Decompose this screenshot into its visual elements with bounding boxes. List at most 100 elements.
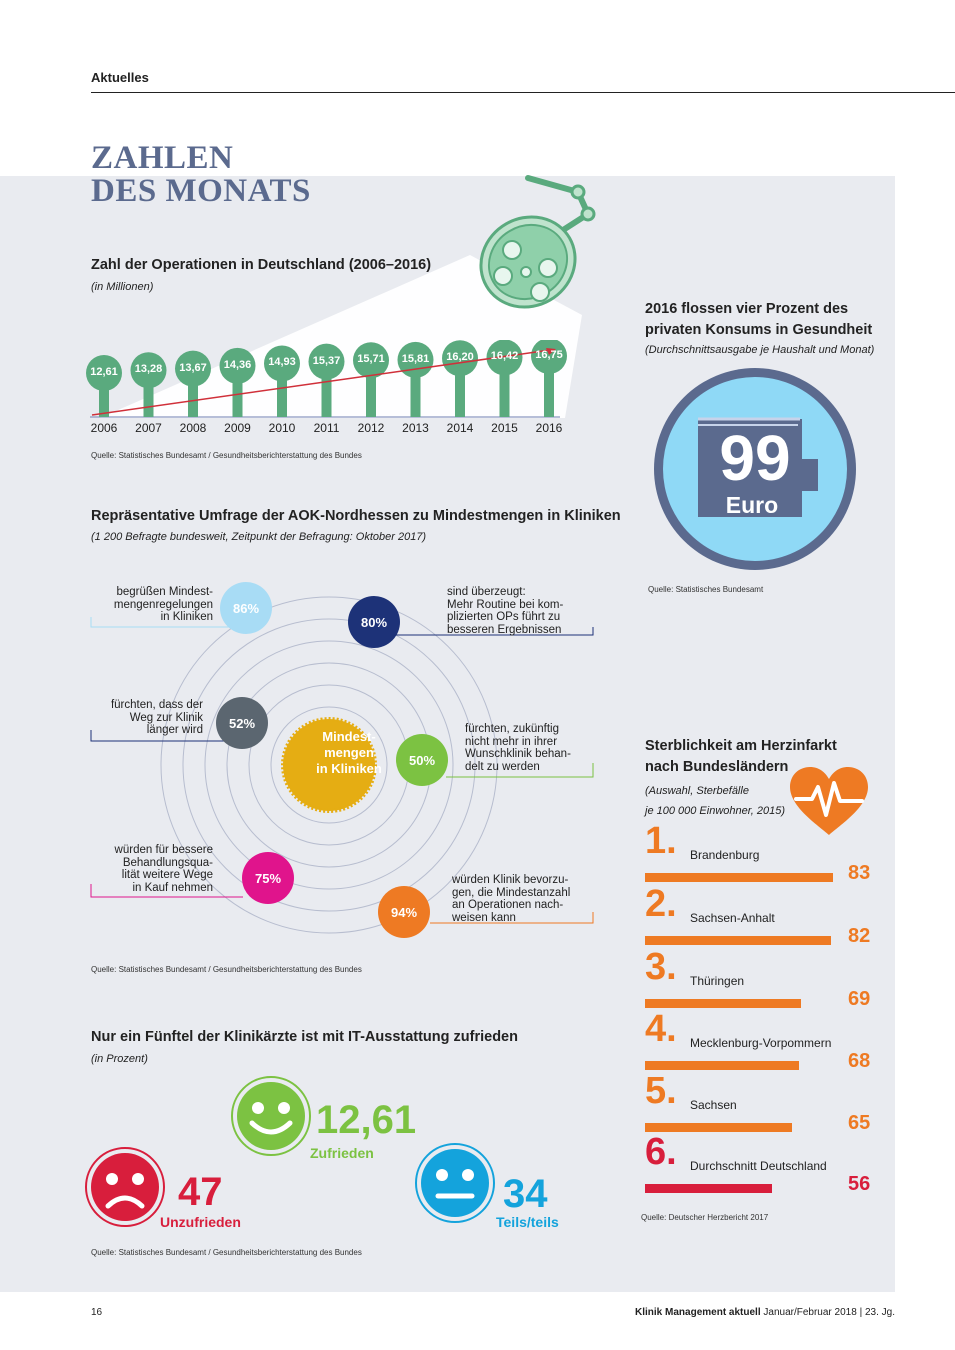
heart-value: 68 xyxy=(848,1050,871,1072)
operations-value-label: 15,71 xyxy=(357,353,385,366)
survey-pct-50: 50% xyxy=(408,753,436,768)
operations-value-label: 16,75 xyxy=(535,349,563,361)
center-label-line3: in Kliniken xyxy=(316,761,382,776)
heart-sub: (Auswahl, Sterbefälle je 100 000 Einwohn… xyxy=(645,781,785,821)
operations-year-label: 2011 xyxy=(313,421,340,435)
heart-rank-number: 1. xyxy=(645,820,677,862)
it-happy-value: 12,61 xyxy=(316,1098,417,1142)
section-label: Aktuelles xyxy=(91,70,149,85)
heart-bar xyxy=(645,873,833,882)
operations-year-label: 2007 xyxy=(135,421,162,435)
operations-bar-stem xyxy=(499,357,510,417)
survey-sub: (1 200 Befragte bundesweit, Zeitpunkt de… xyxy=(91,531,427,543)
operations-bar-stem xyxy=(544,356,554,417)
operations-bar-stem xyxy=(232,365,243,417)
operations-value-label: 13,28 xyxy=(134,363,163,376)
heart-bar xyxy=(645,999,801,1008)
operations-value-label: 16,42 xyxy=(490,350,519,363)
survey-heading: Repräsentative Umfrage der AOK-Nordhesse… xyxy=(91,508,621,524)
operations-bar-bubble xyxy=(397,341,434,378)
operations-bar-stem xyxy=(188,368,198,417)
operations-year-label: 2009 xyxy=(224,421,251,435)
operations-year-label: 2016 xyxy=(535,421,563,435)
operations-year-label: 2008 xyxy=(179,421,207,435)
heart-value: 56 xyxy=(848,1173,871,1195)
page-title-line1: ZAHLEN xyxy=(91,140,234,176)
operations-year-label: 2013 xyxy=(402,421,429,435)
heart-pulse-icon xyxy=(790,767,868,835)
operations-bar-stem xyxy=(277,363,287,417)
survey-label-86: begrüßen Mindest-mengenregelungen in Klin… xyxy=(113,586,213,623)
operations-trend-line xyxy=(91,349,551,416)
operations-heading: Zahl der Operationen in Deutschland (200… xyxy=(91,257,432,273)
footer-journal: Klinik Management aktuell xyxy=(635,1307,761,1318)
heart-heading-line2: nach Bundesländern xyxy=(645,759,789,775)
operations-value-label: 15,81 xyxy=(401,352,430,365)
heart-source: Quelle: Deutscher Herzbericht 2017 xyxy=(641,1213,769,1222)
operations-bar-bubble xyxy=(175,350,211,387)
survey-pct-86: 86% xyxy=(232,601,260,616)
footer-volume: 23. Jg. xyxy=(864,1307,895,1318)
operations-bar-bubble xyxy=(353,342,389,379)
operations-bar-bubble xyxy=(442,340,478,377)
it-neutral-label: Teils/teils xyxy=(496,1214,559,1230)
heart-value: 83 xyxy=(848,862,871,884)
operations-bar-bubble xyxy=(130,352,167,389)
operations-value-label: 13,67 xyxy=(179,361,207,374)
heart-rank-number: 3. xyxy=(645,946,677,988)
heart-bar xyxy=(645,1061,799,1070)
center-label-line1: Mindest- xyxy=(322,729,376,744)
operations-bar-bubble xyxy=(264,345,300,382)
operations-bar-bubble xyxy=(308,343,345,380)
operations-bar-bubble xyxy=(531,340,567,374)
center-badge xyxy=(281,717,377,813)
heart-heading-line1: Sterblichkeit am Herzinfarkt xyxy=(645,738,837,754)
consumption-heading-line2: privaten Konsums in Gesundheit xyxy=(645,322,873,338)
header-rule xyxy=(91,92,955,93)
survey-source: Quelle: Statistisches Bundesamt / Gesund… xyxy=(91,965,362,974)
operations-bar-stem xyxy=(143,370,154,417)
it-unit: (in Prozent) xyxy=(91,1053,148,1065)
survey-bubble-50 xyxy=(396,734,448,786)
heart-rank-number: 2. xyxy=(645,883,677,925)
it-source: Quelle: Statistisches Bundesamt / Gesund… xyxy=(91,1248,362,1257)
book-badge-illustration xyxy=(654,368,856,570)
happy-face-icon xyxy=(231,1076,311,1156)
operations-chart xyxy=(86,340,567,418)
operations-bar-stem xyxy=(455,358,465,417)
heart-rank-number: 5. xyxy=(645,1070,677,1112)
heart-region-name: Thüringen xyxy=(690,974,745,988)
book-icon xyxy=(698,417,818,517)
heart-region-name: Brandenburg xyxy=(690,848,760,862)
operations-value-label: 14,36 xyxy=(223,358,252,371)
heart-region-name: Sachsen-Anhalt xyxy=(690,911,775,925)
heart-region-name: Mecklenburg-Vorpommern xyxy=(690,1036,832,1050)
heart-region-name: Sachsen xyxy=(690,1098,737,1112)
operations-value-label: 14,93 xyxy=(268,356,296,369)
survey-label-75: würden für bessere Behandlungsqua-lität w… xyxy=(114,844,213,894)
heart-bar xyxy=(645,1123,792,1132)
survey-diagram xyxy=(90,582,594,938)
survey-center-label: Mindest- mengen in Kliniken xyxy=(296,729,402,777)
survey-pct-52: 52% xyxy=(228,716,256,731)
operations-unit: (in Millionen) xyxy=(91,281,154,293)
heart-value: 82 xyxy=(848,925,871,947)
heart-value: 69 xyxy=(848,988,871,1010)
footer-issue: Januar/Februar 2018 xyxy=(763,1307,857,1318)
footer-separator: | xyxy=(859,1307,863,1318)
operations-value-label: 15,37 xyxy=(312,354,341,367)
survey-label-52: fürchten, dass der Weg zur Klinik länger w… xyxy=(110,699,203,736)
survey-bubble-52 xyxy=(216,697,268,749)
footer-journal-line: Klinik Management aktuell Januar/Februar… xyxy=(635,1307,895,1318)
operations-year-label: 2006 xyxy=(90,421,118,435)
page-title-line2: DES MONATS xyxy=(91,173,311,209)
it-heading: Nur ein Fünftel der Klinikärzte ist mit … xyxy=(91,1029,518,1045)
consumption-source: Quelle: Statistisches Bundesamt xyxy=(648,585,764,594)
consumption-sub: (Durchschnittsausgabe je Haushalt und Mo… xyxy=(645,344,875,356)
operations-value-label: 16,20 xyxy=(446,351,474,364)
surgical-lamp-icon xyxy=(479,175,596,309)
survey-pct-94: 94% xyxy=(390,905,418,920)
heart-region-name: Durchschnitt Deutschland xyxy=(690,1159,827,1173)
consumption-value: 99 xyxy=(719,422,791,494)
operations-bar-stem xyxy=(410,359,421,417)
